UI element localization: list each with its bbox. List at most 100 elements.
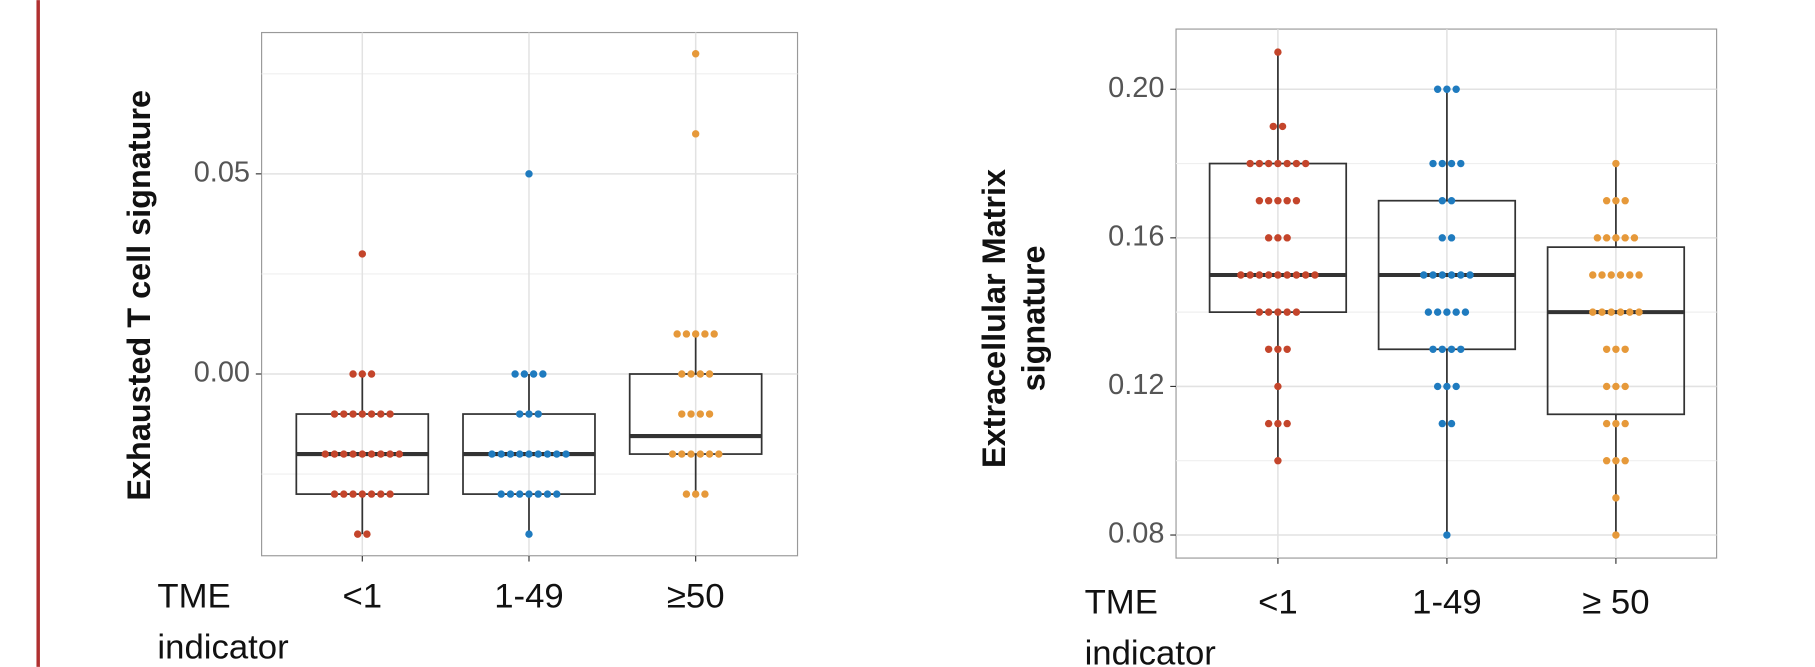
data-point: [691, 130, 700, 138]
data-point: [386, 410, 394, 418]
data-point: [682, 330, 691, 338]
data-point: [687, 410, 695, 418]
data-point: [520, 370, 529, 378]
data-point: [1274, 419, 1282, 428]
box: [628, 373, 763, 455]
data-point: [1612, 159, 1620, 168]
data-point: [1311, 271, 1319, 279]
data-point: [1274, 457, 1282, 465]
data-point: [1283, 196, 1291, 205]
data-point: [1443, 382, 1451, 391]
data-point: [1255, 271, 1264, 279]
data-point: [1274, 345, 1282, 353]
data-point: [1593, 234, 1602, 242]
data-point: [705, 410, 714, 418]
data-point: [367, 370, 376, 378]
data-point: [1438, 345, 1446, 353]
data-point: [1461, 308, 1470, 316]
data-point: [1612, 345, 1620, 353]
data-point: [678, 370, 686, 378]
data-point: [1264, 345, 1273, 353]
data-point: [543, 450, 552, 458]
data-point: [1630, 234, 1639, 242]
data-point: [525, 530, 533, 538]
data-point: [497, 490, 505, 498]
data-point: [1246, 159, 1254, 168]
data-point: [1264, 271, 1273, 279]
data-point: [1274, 196, 1282, 205]
data-point: [691, 330, 700, 338]
data-point: [358, 450, 367, 458]
data-point: [1626, 308, 1634, 316]
data-point: [1246, 271, 1254, 279]
x-tick-label: ≥ 50: [1582, 584, 1649, 622]
data-point: [516, 490, 524, 498]
data-point: [1457, 271, 1465, 279]
x-axis-label: indicator: [157, 629, 288, 667]
data-point: [1447, 159, 1456, 168]
x-axis-label: TME: [1085, 584, 1158, 622]
data-point: [1264, 234, 1273, 242]
data-point: [1424, 308, 1433, 316]
data-point: [562, 450, 570, 458]
data-point: [1621, 196, 1629, 205]
data-point: [687, 450, 695, 458]
data-point: [1612, 531, 1620, 539]
data-point: [1433, 85, 1442, 93]
data-point: [525, 410, 533, 418]
x-tick-label: 1-49: [494, 578, 563, 616]
data-point: [363, 530, 371, 538]
data-point: [1447, 234, 1456, 242]
data-point: [1264, 159, 1273, 168]
data-point: [349, 410, 357, 418]
data-point: [553, 490, 561, 498]
data-point: [377, 450, 385, 458]
data-point: [1255, 196, 1264, 205]
data-point: [1438, 234, 1446, 242]
x-tick-label: <1: [343, 578, 383, 616]
data-point: [1264, 419, 1273, 428]
data-point: [1612, 494, 1620, 502]
data-point: [340, 490, 348, 498]
data-point: [525, 490, 533, 498]
data-point: [349, 450, 357, 458]
data-point: [1443, 531, 1451, 539]
data-point: [1274, 48, 1282, 56]
data-point: [358, 370, 367, 378]
data-point: [488, 450, 496, 458]
data-point: [1612, 419, 1620, 428]
data-point: [1621, 345, 1629, 353]
data-point: [1283, 159, 1291, 168]
data-point: [1283, 234, 1291, 242]
data-point: [1589, 308, 1597, 316]
data-point: [349, 490, 357, 498]
data-point: [1438, 196, 1446, 205]
data-point: [1433, 308, 1442, 316]
data-point: [553, 450, 561, 458]
data-point: [321, 450, 329, 458]
data-point: [1452, 85, 1460, 93]
x-tick-label: ≥50: [667, 578, 725, 616]
data-point: [1452, 382, 1460, 391]
data-point: [691, 490, 700, 498]
data-point: [1612, 196, 1620, 205]
y-axis-label: Extracellular Matrix: [976, 169, 1012, 468]
data-point: [516, 410, 524, 418]
data-point: [1278, 122, 1287, 131]
data-point: [367, 450, 376, 458]
data-point: [539, 370, 547, 378]
data-point: [358, 410, 367, 418]
data-point: [377, 410, 385, 418]
data-point: [1635, 271, 1643, 279]
y-tick-label: 0.12: [1108, 369, 1164, 401]
data-point: [367, 410, 376, 418]
data-point: [1616, 271, 1625, 279]
data-point: [506, 490, 515, 498]
data-point: [1457, 159, 1465, 168]
data-point: [715, 450, 723, 458]
data-point: [1447, 345, 1456, 353]
data-point: [1443, 308, 1451, 316]
box: [1546, 246, 1686, 416]
data-point: [1301, 159, 1310, 168]
